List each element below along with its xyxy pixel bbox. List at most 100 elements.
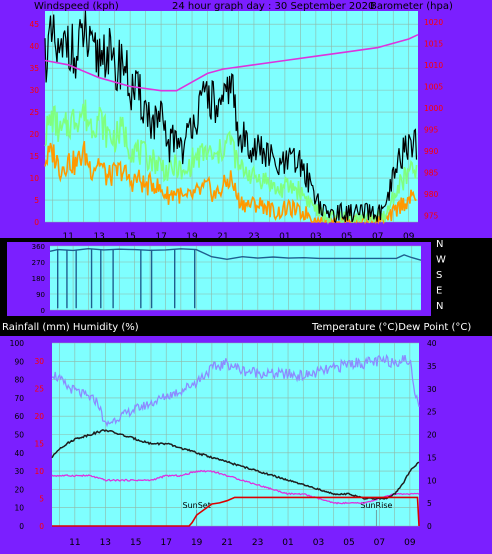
wind-tick-x: 15: [124, 232, 135, 242]
wind-tick-left: 10: [29, 174, 39, 183]
humidity-tick-left: 20: [14, 485, 24, 494]
wind-tick-x: 09: [403, 232, 415, 242]
humidity-tick-left: 10: [14, 504, 24, 513]
direction-tick-left: 0: [41, 307, 45, 315]
wind-gust-line: [44, 10, 418, 223]
temp-tick-x: 17: [160, 538, 171, 548]
direction-compass-label: N: [436, 301, 443, 312]
humidity-tick-left: 0: [19, 522, 24, 531]
wind-header-right: Barometer (hpa): [370, 1, 453, 12]
temperature-tick-right: 10: [427, 476, 437, 485]
wind-tick-x: 11: [62, 232, 73, 242]
humidity-tick-left: 90: [14, 357, 24, 366]
direction-compass-label: S: [436, 270, 442, 281]
temp-header-left: Rainfall (mm) Humidity (%): [2, 322, 139, 333]
rainfall-tick-left: 5: [39, 495, 44, 504]
direction-compass-label: E: [436, 286, 442, 297]
wind-series: [44, 10, 419, 225]
barometer-tick-right: 1000: [424, 104, 443, 113]
temp-grid: [52, 342, 419, 527]
dewpoint-line: [51, 469, 420, 505]
wind-tick-x: 23: [248, 232, 259, 242]
temp-tick-x: 19: [191, 538, 203, 548]
direction-grid: [50, 245, 421, 311]
wind-tick-left: 35: [29, 64, 39, 73]
rainfall-tick-left: 30: [34, 357, 44, 366]
direction-tick-left: 270: [32, 259, 45, 267]
temp-tick-x: 21: [221, 538, 232, 548]
wind-axes: 0510152025303540459759809859909951000100…: [29, 18, 443, 242]
temp-tick-x: 03: [313, 538, 324, 548]
wind-tick-left: 45: [29, 20, 39, 29]
wind-tick-left: 40: [29, 42, 39, 51]
wind-tick-x: 21: [217, 232, 228, 242]
humidity-tick-left: 100: [10, 339, 25, 348]
temp-tick-x: 11: [69, 538, 80, 548]
wind-tick-left: 30: [29, 86, 39, 95]
rainfall-tick-left: 0: [39, 522, 44, 531]
rainfall-line: [52, 496, 420, 527]
wind-tick-x: 03: [310, 232, 321, 242]
barometer-line: [44, 33, 419, 92]
wind-tick-x: 05: [341, 232, 352, 242]
temperature-tick-right: 25: [427, 408, 437, 417]
barometer-tick-right: 995: [424, 125, 439, 134]
temp-tick-x: 01: [282, 538, 293, 548]
temperature-tick-right: 15: [427, 453, 437, 462]
wind-tick-left: 0: [34, 218, 39, 227]
wind-tick-x: 13: [93, 232, 104, 242]
humidity-line: [51, 353, 420, 428]
temp-series: SunSet SunRise: [51, 353, 420, 527]
wind-average-line: [44, 99, 418, 225]
rainfall-tick-left: 15: [34, 440, 44, 449]
temp-tick-x: 13: [100, 538, 111, 548]
wind-tick-x: 19: [186, 232, 198, 242]
barometer-tick-right: 1010: [424, 61, 443, 70]
humidity-tick-left: 60: [14, 412, 24, 421]
barometer-tick-right: 985: [424, 168, 439, 177]
wind-tick-left: 25: [29, 108, 39, 117]
temperature-tick-right: 40: [427, 339, 437, 348]
direction-line: [49, 247, 422, 261]
temp-tick-x: 09: [404, 538, 416, 548]
temp-header-right: Temperature (°C)Dew Point (°C): [311, 322, 471, 333]
temp-tick-x: 15: [130, 538, 141, 548]
humidity-tick-left: 40: [14, 449, 24, 458]
humidity-tick-left: 50: [14, 431, 24, 440]
wind-tick-x: 17: [155, 232, 166, 242]
barometer-tick-right: 975: [424, 212, 439, 221]
direction-series: [49, 247, 422, 309]
temp-tick-x: 05: [343, 538, 354, 548]
temperature-tick-right: 20: [427, 431, 437, 440]
rainfall-tick-left: 20: [34, 412, 44, 421]
wind-tick-left: 5: [34, 196, 39, 205]
direction-compass-label: W: [436, 255, 446, 266]
sun-annotation: SunSet: [182, 501, 210, 510]
humidity-tick-left: 70: [14, 394, 24, 403]
temp-tick-x: 07: [374, 538, 385, 548]
wind-tick-x: 01: [279, 232, 290, 242]
wind-header-left: Windspeed (kph): [34, 1, 119, 12]
rainfall-tick-left: 25: [34, 385, 44, 394]
humidity-tick-left: 30: [14, 467, 24, 476]
barometer-tick-right: 1015: [424, 39, 443, 48]
humidity-tick-left: 80: [14, 376, 24, 385]
barometer-tick-right: 990: [424, 147, 439, 156]
barometer-tick-right: 1020: [424, 18, 443, 27]
direction-tick-left: 90: [36, 291, 45, 299]
temp-tick-x: 23: [252, 538, 263, 548]
temp-axes: 0102030405060708090100051015202530051015…: [10, 339, 437, 548]
temperature-tick-right: 5: [427, 499, 432, 508]
rainfall-tick-left: 10: [34, 467, 44, 476]
temperature-tick-right: 35: [427, 362, 437, 371]
wind-tick-x: 07: [372, 232, 383, 242]
temperature-tick-right: 30: [427, 385, 437, 394]
wind-tick-left: 15: [29, 152, 39, 161]
direction-compass-label: N: [436, 239, 443, 250]
wind-tick-left: 20: [29, 130, 39, 139]
temperature-tick-right: 0: [427, 522, 432, 531]
direction-tick-left: 360: [32, 243, 45, 251]
wind-header-center: 24 hour graph day : 30 September 2020: [172, 1, 374, 12]
